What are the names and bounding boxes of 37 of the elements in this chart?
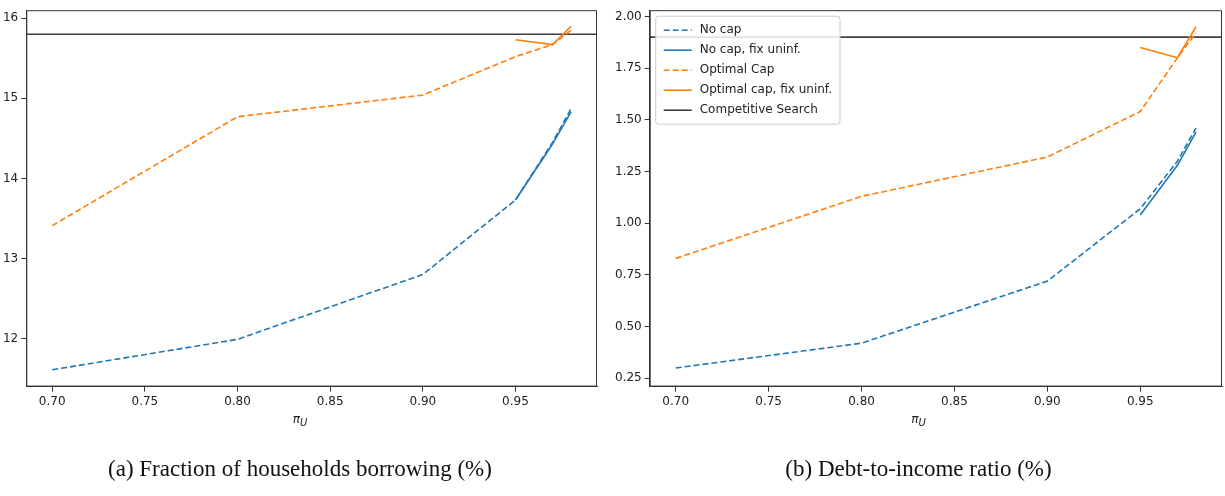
- y-tick-label: 14: [2, 170, 19, 185]
- text: (b) Debt-to-income ratio (%): [784, 456, 1053, 482]
- y-tick-label: 12: [2, 330, 19, 345]
- y-tick-label: 1.50: [615, 111, 642, 126]
- x-tick-label: 0.85: [316, 393, 344, 408]
- legend-label: Optimal cap, fix uninf.: [699, 82, 832, 97]
- y-tick-label: 0.75: [615, 267, 642, 282]
- legend-label: Optimal Cap: [699, 62, 775, 77]
- y-tick-label: 1.25: [615, 163, 642, 178]
- y-tick-label: 1.00: [615, 215, 642, 230]
- line-series: [674, 127, 1197, 369]
- y-tick-label: 0.25: [615, 370, 642, 385]
- x-tick-label: 0.95: [1126, 393, 1154, 408]
- x-tick-label: 0.75: [755, 393, 782, 408]
- x-tick-label: 0.70: [662, 393, 690, 408]
- legend-label: Competitive Search: [699, 102, 818, 117]
- y-tick-label: 16: [2, 10, 19, 25]
- x-tick-label: 0.95: [502, 393, 529, 408]
- x-tick-label: 0.90: [1033, 393, 1061, 408]
- x-tick-label: 0.90: [409, 393, 437, 408]
- x-axis-title: π$_{U}$: [910, 412, 927, 429]
- x-axis-title: π$_{U}$: [291, 412, 309, 429]
- text: (a) Fraction of households borrowing (%): [107, 456, 493, 482]
- x-tick-label: 0.85: [941, 393, 968, 408]
- x-tick-label: 0.75: [131, 393, 159, 408]
- legend-label: No cap, fix uninf.: [699, 42, 801, 57]
- y-tick-label: 0.50: [615, 318, 642, 333]
- line-series: [51, 107, 572, 371]
- x-tick-label: 0.80: [848, 393, 875, 408]
- legend-label: No cap: [699, 22, 742, 37]
- y-tick-label: 1.75: [615, 60, 642, 75]
- x-tick-label: 0.80: [224, 393, 251, 408]
- x-tick-label: 0.70: [38, 393, 66, 408]
- y-tick-label: 15: [2, 90, 19, 105]
- y-tick-label: 13: [2, 250, 19, 265]
- y-tick-label: 2.00: [615, 8, 642, 23]
- line-series: [51, 29, 572, 227]
